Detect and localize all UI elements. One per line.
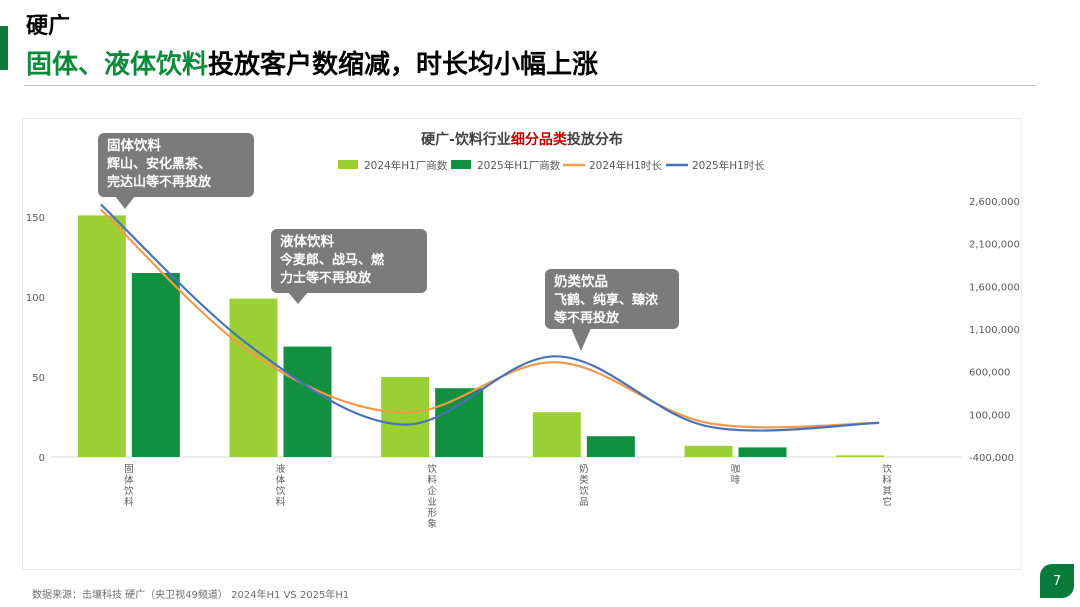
chart-title-highlight: 细分品类 bbox=[511, 131, 568, 148]
bar-1-3 bbox=[586, 436, 635, 457]
x-tick-char: 象 bbox=[427, 518, 437, 530]
line-series-1 bbox=[100, 203, 880, 432]
x-tick-char: 饮 bbox=[124, 485, 134, 497]
callout-pointer bbox=[115, 196, 135, 209]
chart-title-suffix: 投放分布 bbox=[567, 131, 623, 148]
x-tick-4: 咖啡 bbox=[731, 463, 741, 486]
chart-title: 硬广-饮料行业细分品类投放分布 bbox=[421, 131, 623, 148]
bar-0-0 bbox=[77, 215, 126, 457]
callout-pointer bbox=[288, 292, 308, 304]
legend-label-2: 2024年H1时长 bbox=[589, 159, 662, 172]
y-right-tick-1: 100,000 bbox=[969, 410, 1010, 421]
callout-pointer bbox=[571, 328, 591, 351]
x-tick-char: 它 bbox=[882, 496, 892, 508]
x-tick-char: 奶 bbox=[579, 463, 589, 475]
headline-rest: 投放客户数缩减，时长均小幅上涨 bbox=[208, 50, 599, 80]
x-tick-char: 形 bbox=[427, 507, 437, 519]
x-tick-char: 液 bbox=[276, 463, 286, 475]
x-tick-0: 固体饮料 bbox=[124, 464, 134, 508]
bar-0-3 bbox=[532, 412, 581, 457]
y-right-tick-5: 2,100,000 bbox=[969, 240, 1020, 251]
x-tick-char: 啡 bbox=[731, 474, 741, 486]
page-number: 7 bbox=[1040, 564, 1074, 598]
x-tick-char: 饮 bbox=[882, 463, 892, 475]
callout-line-2: 等不再投放 bbox=[553, 310, 620, 326]
chart-svg: 硬广-饮料行业细分品类投放分布 2024年H1厂商数 2025年H1厂商数 2024年… bbox=[26, 131, 1020, 530]
bar-1-0 bbox=[131, 273, 180, 457]
x-tick-1: 液体饮料 bbox=[276, 463, 286, 508]
x-tick-char: 咖 bbox=[731, 463, 741, 475]
x-tick-char: 饮 bbox=[579, 485, 589, 497]
x-tick-char: 料 bbox=[882, 474, 892, 486]
bar-0-2 bbox=[381, 377, 430, 457]
chart-title-prefix: 硬广-饮料行业 bbox=[421, 131, 511, 148]
x-tick-char: 饮 bbox=[427, 463, 437, 475]
x-tick-3: 奶类饮品 bbox=[579, 463, 589, 508]
y-right-tick-0: -400,000 bbox=[969, 453, 1014, 464]
x-tick-char: 料 bbox=[124, 496, 134, 508]
callout-box bbox=[271, 229, 427, 293]
y-left-tick-2: 100 bbox=[26, 293, 45, 304]
callout-line-0: 液体饮料 bbox=[280, 233, 334, 250]
x-tick-char: 企 bbox=[427, 485, 437, 497]
legend-label-1: 2025年H1厂商数 bbox=[477, 159, 561, 172]
title-divider bbox=[24, 85, 1036, 86]
data-source-note: 数据来源：击壤科技 硬广（央卫视49频道） 2024年H1 VS 2025年H1 bbox=[32, 590, 350, 601]
callout-line-1: 今麦郎、战马、燃 bbox=[279, 252, 385, 268]
legend-label-3: 2025年H1时长 bbox=[692, 159, 765, 172]
bar-1-2 bbox=[435, 388, 484, 457]
x-tick-char: 料 bbox=[276, 496, 286, 508]
x-tick-char: 品 bbox=[579, 497, 589, 508]
line-series-0 bbox=[100, 208, 880, 429]
x-tick-char: 类 bbox=[579, 474, 589, 486]
y-right-tick-3: 1,100,000 bbox=[969, 325, 1020, 336]
page-title: 硬广 bbox=[26, 14, 71, 39]
y-right-tick-4: 1,600,000 bbox=[969, 282, 1020, 293]
callout-line-2: 力士等不再投放 bbox=[280, 270, 372, 286]
chart-panel: 硬广-饮料行业细分品类投放分布 2024年H1厂商数 2025年H1厂商数 2024年… bbox=[22, 118, 1022, 570]
callout-line-0: 奶类饮品 bbox=[554, 273, 608, 290]
callout-line-1: 飞鹤、纯享、臻浓 bbox=[554, 292, 659, 308]
callout-box bbox=[545, 269, 679, 329]
accent-bar bbox=[0, 26, 8, 70]
y-left-tick-1: 50 bbox=[32, 373, 45, 384]
bar-1-4 bbox=[738, 447, 787, 457]
x-tick-char: 固 bbox=[124, 464, 134, 475]
callout-line-0: 固体饮料 bbox=[107, 137, 161, 154]
callout-line-1: 辉山、安化黑茶、 bbox=[107, 156, 211, 172]
y-left-tick-0: 0 bbox=[39, 453, 45, 464]
headline: 固体、液体饮料投放客户数缩减，时长均小幅上涨 bbox=[26, 44, 598, 81]
bar-1-1 bbox=[283, 346, 332, 457]
callout-box bbox=[98, 133, 254, 197]
y-right-tick-6: 2,600,000 bbox=[969, 197, 1020, 208]
x-tick-char: 其 bbox=[882, 486, 892, 497]
headline-highlight: 固体、液体饮料 bbox=[26, 50, 209, 80]
y-left-tick-3: 150 bbox=[26, 213, 45, 224]
x-tick-char: 饮 bbox=[276, 485, 286, 497]
legend-swatch-1 bbox=[451, 160, 471, 169]
y-right-tick-2: 600,000 bbox=[969, 368, 1010, 379]
bar-0-1 bbox=[229, 298, 278, 457]
bar-0-5 bbox=[836, 455, 885, 457]
callout-line-2: 完达山等不再投放 bbox=[107, 174, 212, 190]
x-tick-char: 业 bbox=[427, 497, 437, 508]
legend-swatch-0 bbox=[338, 160, 358, 169]
legend-label-0: 2024年H1厂商数 bbox=[364, 159, 448, 172]
x-tick-char: 料 bbox=[427, 474, 437, 486]
x-tick-char: 体 bbox=[276, 474, 286, 486]
x-tick-char: 体 bbox=[124, 474, 134, 486]
bar-0-4 bbox=[684, 445, 733, 457]
